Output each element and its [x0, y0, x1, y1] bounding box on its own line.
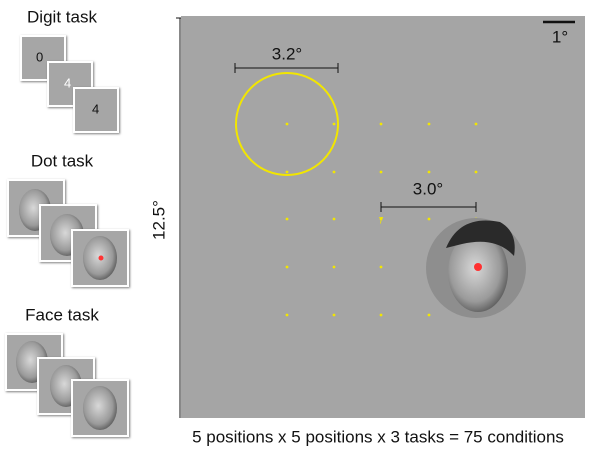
- digit: 4: [92, 101, 99, 116]
- thumb: [47, 61, 93, 107]
- aperture-circle: [235, 72, 339, 176]
- grid-dot: [427, 122, 431, 126]
- thumb: [73, 87, 119, 133]
- grid-dot: [379, 217, 383, 221]
- grid-dot: [285, 170, 289, 174]
- grid-dot: [474, 170, 478, 174]
- digit: 4: [64, 75, 71, 90]
- grid-dot: [332, 217, 336, 221]
- hair: [446, 220, 515, 256]
- caption: 5 positions x 5 positions x 3 tasks = 75…: [192, 427, 564, 446]
- grid-dot: [474, 122, 478, 126]
- distance-label: 3.0°: [413, 179, 443, 198]
- grid-dot: [427, 217, 431, 221]
- grid-dot: [379, 170, 383, 174]
- grid-dot: [332, 265, 336, 269]
- grid-dot: [427, 313, 431, 317]
- red-dot: [98, 255, 104, 261]
- stimulus-panel: [181, 16, 585, 418]
- digit: 0: [36, 49, 43, 64]
- face-thumbs: [5, 333, 129, 437]
- digit-thumbs: 0 4 4: [20, 35, 119, 133]
- task-title: Face task: [25, 305, 99, 324]
- dot-thumbs: [7, 179, 129, 287]
- grid-dot: [285, 122, 289, 126]
- grid-dot: [427, 170, 431, 174]
- grid-dot: [285, 313, 289, 317]
- face-stimulus: [426, 218, 526, 318]
- grid-dot: [332, 170, 336, 174]
- circle-label: 3.2°: [272, 44, 302, 63]
- grid-dot: [285, 265, 289, 269]
- axis-label: 12.5°: [149, 200, 168, 240]
- grid-dot: [379, 122, 383, 126]
- task-title: Dot task: [31, 151, 94, 170]
- grid-dot: [332, 122, 336, 126]
- marker: 7: [378, 215, 383, 225]
- grid-dot: [285, 217, 289, 221]
- thumb: [20, 35, 66, 81]
- grid-dot: [379, 313, 383, 317]
- grid-dot: [379, 265, 383, 269]
- face: [448, 232, 508, 312]
- unit-label: 1°: [552, 27, 568, 46]
- grid-dot: [332, 313, 336, 317]
- face: [83, 386, 117, 430]
- task-title: Digit task: [27, 7, 97, 26]
- red-dot: [474, 263, 482, 271]
